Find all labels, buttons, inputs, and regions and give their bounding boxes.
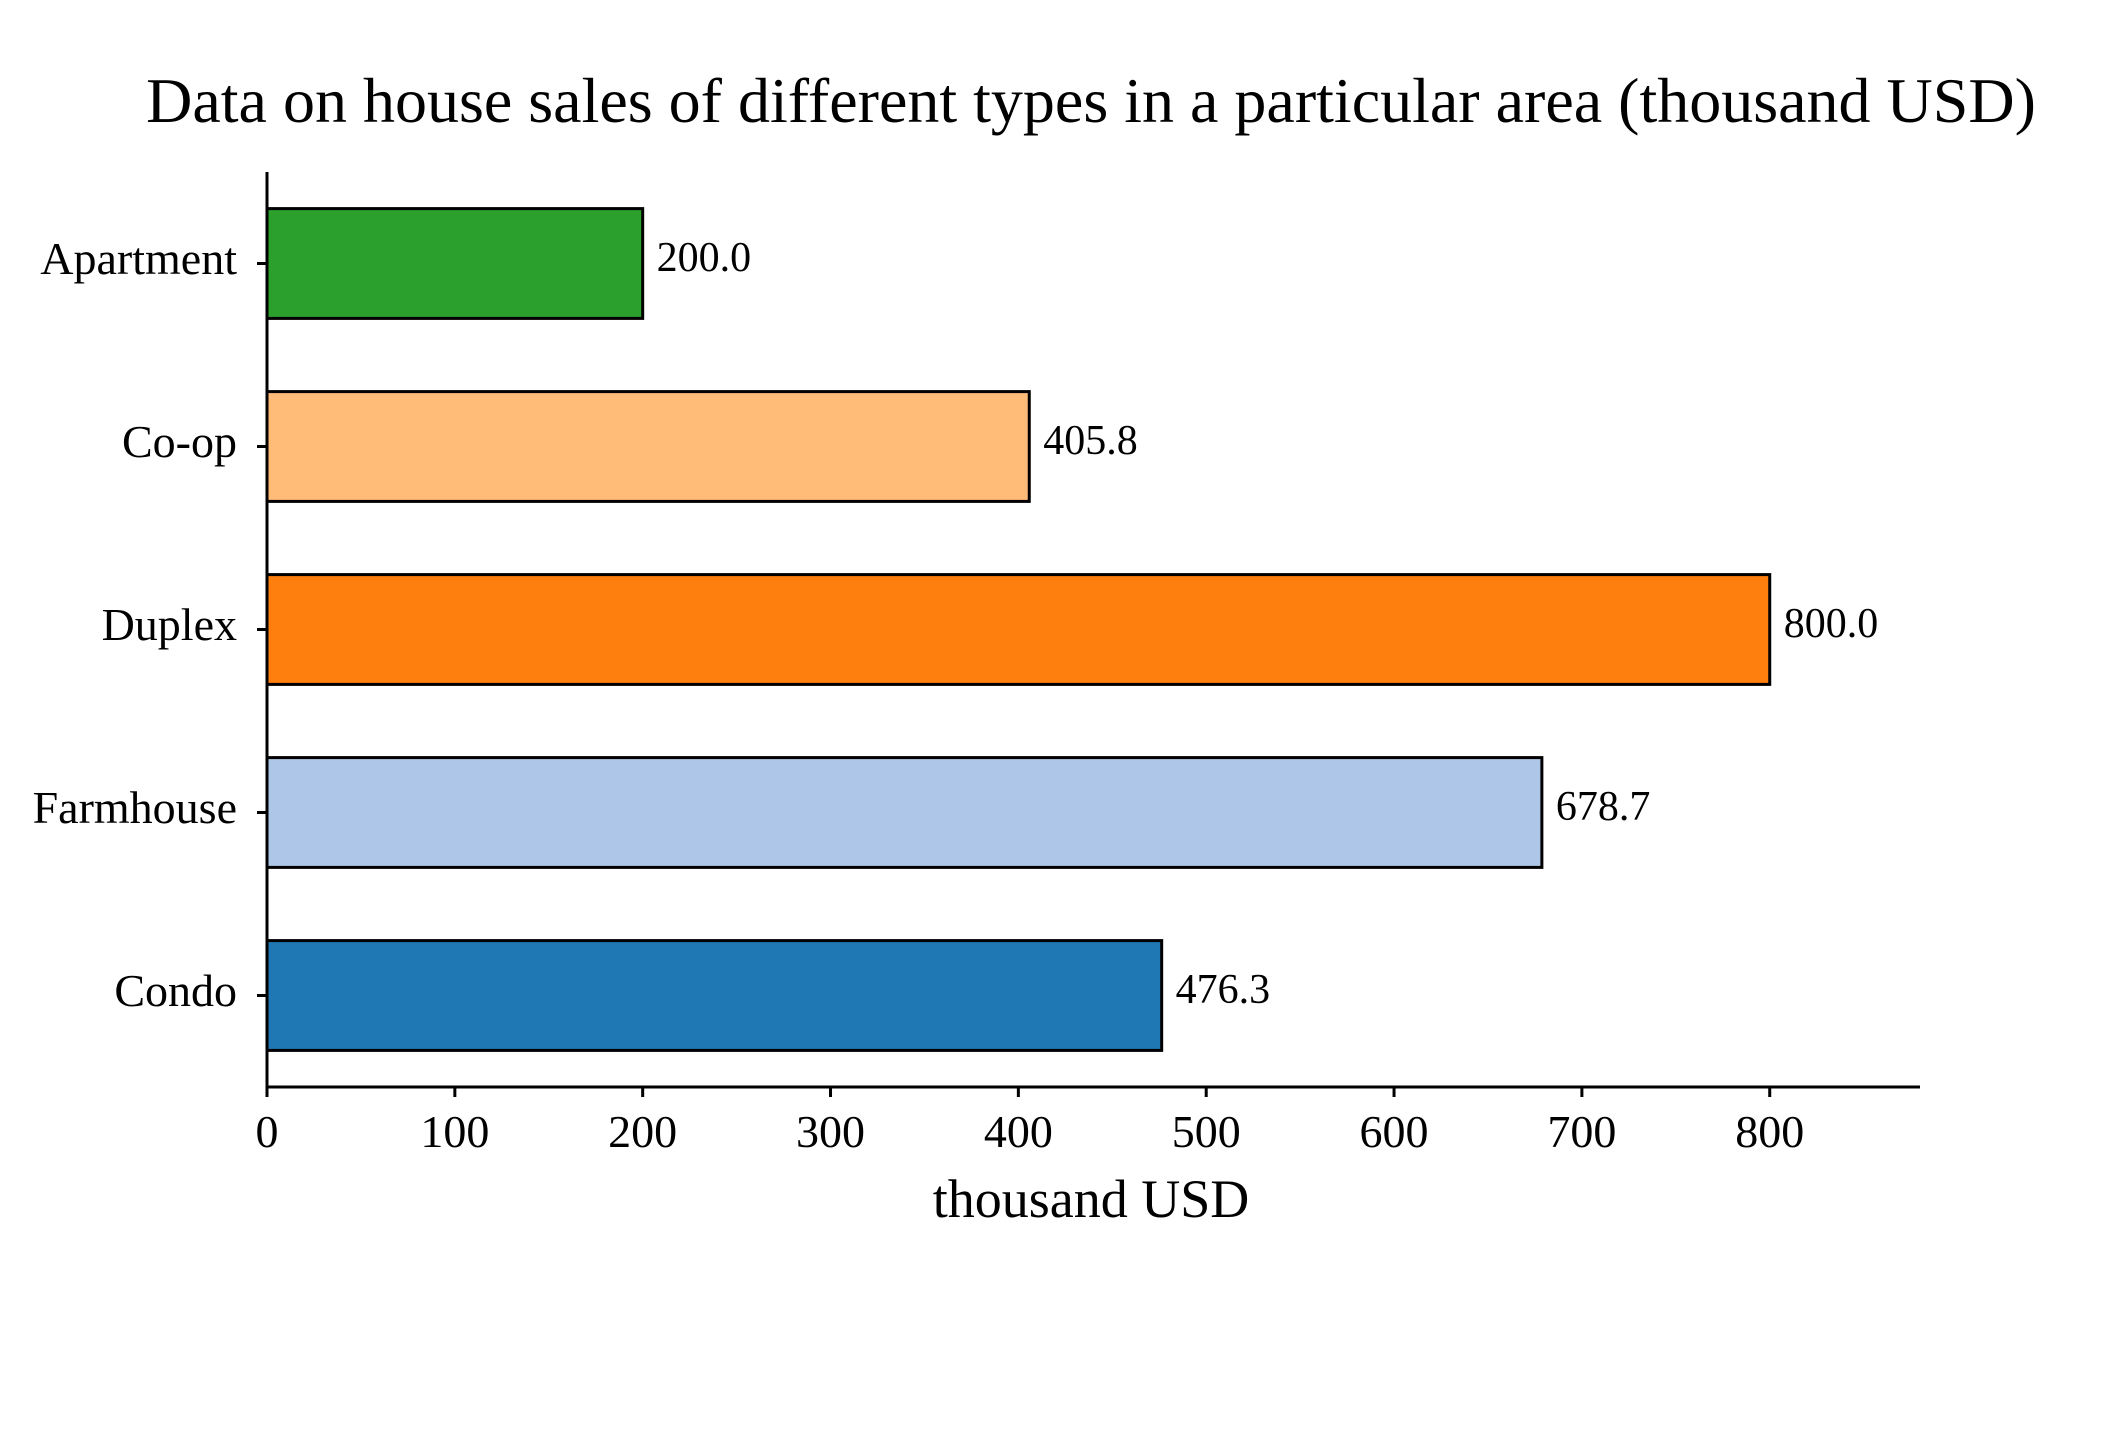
x-axis-label: thousand USD: [933, 1169, 1250, 1229]
y-tick-label: Condo: [114, 965, 237, 1016]
bar-duplex: [265, 573, 1772, 686]
x-tick-label: 300: [796, 1106, 865, 1157]
value-label: 800.0: [1784, 601, 1879, 647]
x-tick-label: 200: [608, 1106, 677, 1157]
bar-farmhouse: [265, 756, 1544, 869]
chart-title: Data on house sales of different types i…: [146, 65, 2036, 136]
axes-layer: Apartment Co-op Duplex Farmhouse Condo 0 100 20…: [33, 172, 1920, 1157]
bar-apartment: [265, 207, 645, 320]
y-tick-label: Farmhouse: [33, 782, 237, 833]
x-tick-label: 400: [984, 1106, 1053, 1157]
bars-layer: 200.0 405.8 800.0 678.7 476.3: [265, 207, 1879, 1052]
value-label: 405.8: [1043, 418, 1138, 464]
x-tick-label: 700: [1547, 1106, 1616, 1157]
value-label: 200.0: [657, 235, 752, 281]
y-tick-label: Duplex: [102, 599, 237, 650]
value-label: 678.7: [1556, 784, 1651, 830]
y-tick-label: Apartment: [40, 233, 237, 284]
x-tick-label: 100: [420, 1106, 489, 1157]
x-tick-label: 800: [1735, 1106, 1804, 1157]
x-tick-label: 600: [1360, 1106, 1429, 1157]
bar-co-op: [265, 390, 1031, 503]
x-tick-label: 500: [1172, 1106, 1241, 1157]
value-label: 476.3: [1176, 967, 1271, 1013]
y-tick-label: Co-op: [122, 416, 237, 467]
x-tick-label: 0: [256, 1106, 279, 1157]
bar-condo: [265, 939, 1164, 1052]
